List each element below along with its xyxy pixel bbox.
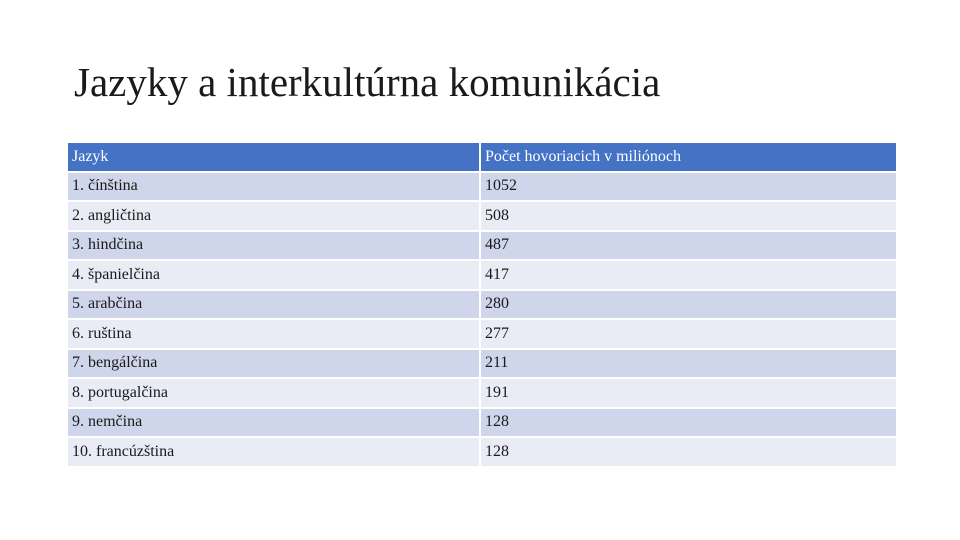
language-cell: 6. ruština xyxy=(68,320,479,348)
table-row: 10. francúzština 128 xyxy=(68,438,896,466)
language-cell: 2. angličtina xyxy=(68,202,479,230)
language-cell: 1. čínština xyxy=(68,172,479,200)
table-row: 6. ruština 277 xyxy=(68,320,896,348)
language-cell: 10. francúzština xyxy=(68,438,479,466)
speakers-cell: 277 xyxy=(481,320,896,348)
header-speakers: Počet hovoriacich v miliónoch xyxy=(481,143,896,171)
table-row: 1. čínština 1052 xyxy=(68,172,896,200)
language-cell: 9. nemčina xyxy=(68,408,479,436)
language-speakers-table: Jazyk Počet hovoriacich v miliónoch 1. č… xyxy=(66,141,898,468)
slide-title: Jazyky a interkultúrna komunikácia xyxy=(74,59,661,105)
language-cell: 4. španielčina xyxy=(68,261,479,289)
speakers-cell: 191 xyxy=(481,379,896,407)
table-row: 9. nemčina 128 xyxy=(68,408,896,436)
language-cell: 8. portugalčina xyxy=(68,379,479,407)
table-row: 7. bengálčina 211 xyxy=(68,349,896,377)
language-cell: 7. bengálčina xyxy=(68,349,479,377)
table-row: 5. arabčina 280 xyxy=(68,290,896,318)
table-header-row: Jazyk Počet hovoriacich v miliónoch xyxy=(68,143,896,171)
speakers-cell: 487 xyxy=(481,231,896,259)
table-row: 8. portugalčina 191 xyxy=(68,379,896,407)
speakers-cell: 508 xyxy=(481,202,896,230)
speakers-cell: 417 xyxy=(481,261,896,289)
table-row: 2. angličtina 508 xyxy=(68,202,896,230)
table-row: 3. hindčina 487 xyxy=(68,231,896,259)
speakers-cell: 128 xyxy=(481,408,896,436)
speakers-cell: 211 xyxy=(481,349,896,377)
speakers-cell: 128 xyxy=(481,438,896,466)
table-row: 4. španielčina 417 xyxy=(68,261,896,289)
speakers-cell: 280 xyxy=(481,290,896,318)
speakers-cell: 1052 xyxy=(481,172,896,200)
language-cell: 5. arabčina xyxy=(68,290,479,318)
header-language: Jazyk xyxy=(68,143,479,171)
language-cell: 3. hindčina xyxy=(68,231,479,259)
